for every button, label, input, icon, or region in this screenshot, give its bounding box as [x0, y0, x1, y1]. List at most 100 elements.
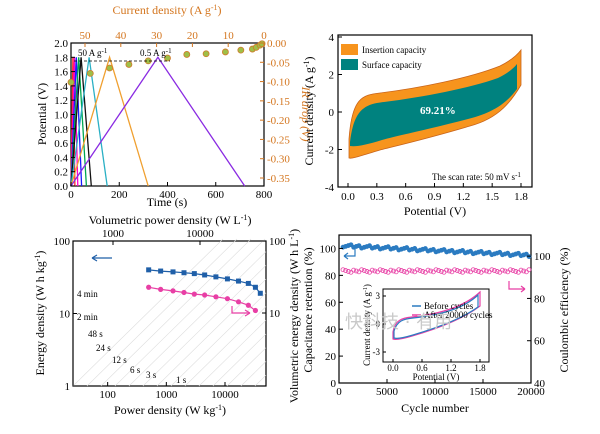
panel-b-xlabel: Potential (V): [404, 204, 466, 218]
cycle-point-efficiency: [351, 267, 357, 273]
ragone-point-gravimetric: [191, 271, 197, 277]
x-tick-label: 10000: [211, 389, 239, 401]
x-tick-label: 200: [111, 189, 128, 201]
y-tick-label: 2.0: [54, 38, 68, 50]
top-tick-label: 10: [223, 30, 235, 42]
ir-drop-point: [237, 46, 245, 54]
y-tick-label: 0.4: [54, 152, 68, 164]
y-tick-label: 0: [331, 378, 337, 390]
legend-insertion-swatch: [341, 44, 358, 55]
cycle-point-efficiency: [462, 267, 468, 273]
cycle-point-efficiency: [518, 267, 524, 273]
cycle-point-efficiency: [526, 267, 532, 273]
ir-drop-point: [164, 54, 171, 62]
cycle-point-efficiency: [438, 269, 444, 274]
cycle-point-efficiency: [409, 268, 415, 274]
panel-a-right-ticks: 0.00 -0.05 -0.10 -0.15 -0.20 -0.25 -0.30 -0.35: [260, 38, 290, 185]
ragone-point-gravimetric: [236, 278, 242, 284]
cycle-point-efficiency: [396, 267, 402, 273]
inset-legend-before: Before cycles: [424, 301, 474, 311]
guide-line: [226, 347, 267, 387]
y-tick-label: 0.6: [54, 138, 68, 150]
cycle-point-efficiency: [388, 267, 394, 273]
ragone-point-gravimetric: [202, 272, 208, 278]
cycle-point-efficiency: [507, 267, 513, 273]
y-tick-label: 0.0: [54, 181, 68, 193]
x-tick-label: 0: [68, 189, 74, 201]
panel-c-top-label: Volumetric power density (W L-1): [89, 213, 252, 227]
ragone-point-volumetric: [213, 294, 219, 300]
top-tick-label: 0: [261, 30, 267, 42]
panel-c-x-ticks: 100 1000 10000: [99, 382, 239, 401]
cycle-point-efficiency: [436, 268, 442, 273]
ragone-point-volumetric: [252, 307, 259, 314]
panel-b-center-label: 69.21%: [420, 105, 456, 117]
x-tick-label: 800: [256, 189, 273, 201]
cycle-point-efficiency: [383, 269, 388, 274]
ir-drop-point: [221, 48, 229, 56]
guide-line: [86, 238, 238, 387]
cycle-point-efficiency: [345, 269, 351, 274]
cycle-point-efficiency: [446, 268, 452, 274]
panel-d-inset: Before cycles After 20000 cycles 0.0 0.6 1…: [362, 284, 493, 382]
panel-d-x-ticks: 0 5000 10000 15000 20000: [336, 379, 545, 398]
panel-c-guide-lines: [72, 238, 267, 387]
cycle-point-efficiency: [417, 268, 423, 273]
x-tick-label: 20000: [517, 386, 545, 398]
y-tick-label: 60: [325, 297, 337, 309]
panel-c-xlabel: Power density (W kg-1): [114, 403, 226, 417]
guide-line: [100, 238, 252, 387]
gcd-curve-7: [70, 56, 246, 187]
cycle-point-efficiency: [343, 268, 349, 273]
panel-d-ylabel: Capacitance retention (%): [301, 247, 315, 372]
cycle-point-efficiency: [340, 267, 346, 273]
right-tick-label: -0.35: [267, 173, 290, 185]
panel-c-top-ticks: 1000 10000: [102, 228, 214, 245]
y-tick-label: 4: [329, 32, 335, 44]
ragone-point-gravimetric: [257, 290, 263, 296]
panel-c-right-label: Volumetric energy density (W h L-1): [287, 229, 301, 403]
panel-a-top-ticks: 50 40 30 20 10 0: [80, 30, 267, 47]
cycle-point-efficiency: [391, 268, 396, 274]
inset-legend-after: After 20000 cycles: [424, 310, 493, 320]
inset-y-ticks: -3 0 3: [373, 291, 386, 357]
y-tick-label: -4: [325, 182, 335, 194]
cycle-point-efficiency: [412, 269, 418, 275]
inset-y-tick-label: 3: [376, 291, 381, 301]
cycle-point-efficiency: [422, 269, 428, 275]
panel-b-x-ticks: 0.0 0.3 0.6 0.9 1.2 1.5 1.8: [341, 183, 528, 203]
y-tick-label: 0.8: [54, 124, 68, 136]
cycle-point-efficiency: [473, 268, 479, 273]
cycle-point-efficiency: [500, 267, 505, 273]
inset-x-tick-label: 0.0: [387, 363, 399, 373]
panel-c-y-ticks: 1 10 100: [54, 236, 77, 393]
time-label: 12 s: [112, 355, 127, 365]
top-tick-label: 40: [115, 30, 127, 42]
y-tick-label: 0.2: [54, 167, 68, 179]
cycle-point-efficiency: [404, 269, 410, 275]
cycle-point-efficiency: [359, 267, 365, 273]
y-tick-label: 0: [329, 107, 335, 119]
cycle-point-efficiency: [393, 269, 399, 275]
right-tick-label: -0.25: [267, 134, 290, 146]
right-tick-label: 0.00: [267, 38, 287, 50]
ir-drop-point: [86, 69, 94, 77]
cycle-point-efficiency: [492, 268, 497, 273]
x-tick-label: 0.0: [341, 191, 355, 203]
panel-a-y-ticks: 0.0 0.2 0.4 0.6 0.8 1.0 1.2 1.4 1.6 1.8 2.0: [54, 38, 75, 193]
ragone-point-gravimetric: [224, 276, 230, 282]
y-tick-label: -2: [325, 145, 334, 157]
cycle-point-efficiency: [348, 269, 354, 275]
y-tick-label: 1.8: [54, 52, 68, 64]
cycle-point-efficiency: [502, 268, 508, 274]
right-tick-label: -0.30: [267, 154, 290, 166]
cycle-point-efficiency: [476, 269, 481, 274]
right-tick-label: 80: [534, 293, 546, 305]
ragone-point-gravimetric: [170, 269, 176, 275]
ragone-point-volumetric: [202, 292, 208, 298]
cycle-point-efficiency: [420, 269, 426, 274]
time-label: 2 min: [77, 312, 98, 322]
x-tick-label: 0.6: [399, 191, 413, 203]
panel-d-series: [340, 242, 532, 275]
